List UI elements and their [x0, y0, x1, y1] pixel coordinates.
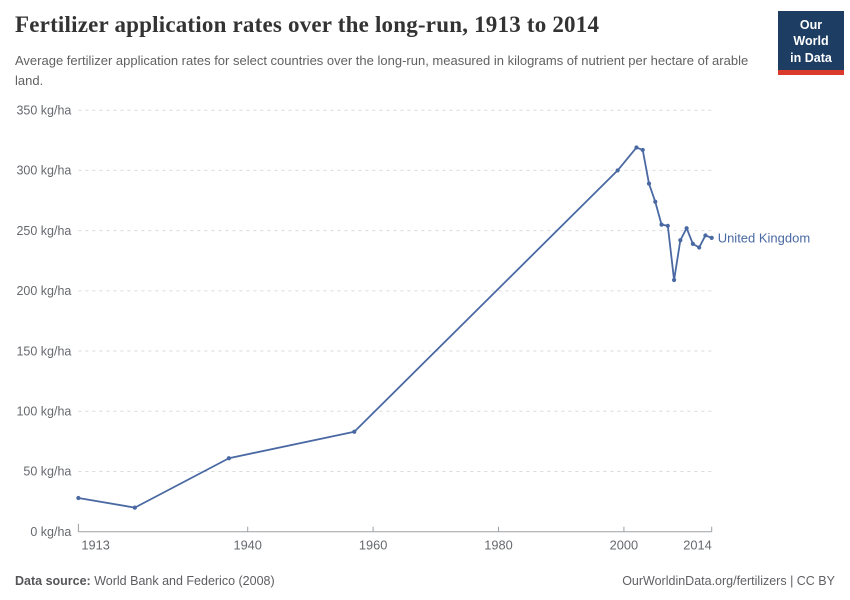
- data-point[interactable]: [646, 181, 652, 186]
- data-point[interactable]: [697, 245, 702, 250]
- y-axis-label: 250 kg/ha: [16, 224, 71, 238]
- data-point[interactable]: [653, 199, 658, 204]
- owid-logo-line2: in Data: [790, 50, 832, 65]
- data-source-note: Data source: World Bank and Federico (20…: [15, 574, 275, 588]
- owid-logo[interactable]: Our World in Data: [778, 11, 844, 75]
- data-point[interactable]: [690, 241, 695, 246]
- data-source-label: Data source:: [15, 574, 91, 588]
- y-axis-label: 150 kg/ha: [16, 344, 71, 358]
- y-axis-label: 200 kg/ha: [16, 284, 71, 298]
- y-axis-label: 100 kg/ha: [16, 404, 71, 418]
- x-axis-label: 2000: [610, 538, 638, 553]
- x-axis-label: 1980: [484, 538, 512, 553]
- data-point[interactable]: [634, 145, 639, 150]
- data-point[interactable]: [665, 223, 670, 228]
- data-point[interactable]: [352, 429, 357, 434]
- owid-logo-line1: Our World: [793, 18, 829, 49]
- x-axis-label: 1960: [359, 538, 387, 553]
- data-point[interactable]: [671, 277, 677, 283]
- data-point[interactable]: [615, 168, 620, 173]
- y-axis-label: 350 kg/ha: [16, 103, 71, 117]
- data-point[interactable]: [640, 147, 645, 153]
- x-axis-label: 1913: [81, 538, 109, 553]
- series-label-united-kingdom[interactable]: United Kingdom: [718, 230, 811, 245]
- x-axis-label: 2014: [683, 538, 711, 553]
- data-point[interactable]: [226, 456, 231, 461]
- y-axis-label: 300 kg/ha: [16, 164, 71, 178]
- chart-title: Fertilizer application rates over the lo…: [15, 12, 600, 37]
- data-point[interactable]: [132, 505, 137, 510]
- data-point[interactable]: [659, 222, 664, 227]
- y-axis-label: 0 kg/ha: [30, 525, 71, 539]
- data-point[interactable]: [76, 495, 81, 501]
- credit-link[interactable]: OurWorldinData.org/fertilizers | CC BY: [622, 574, 835, 588]
- data-point[interactable]: [684, 226, 689, 231]
- data-point[interactable]: [703, 233, 708, 238]
- y-axis-label: 50 kg/ha: [23, 465, 71, 479]
- data-point[interactable]: [709, 235, 714, 240]
- data-point[interactable]: [678, 238, 683, 243]
- series-line-united-kingdom[interactable]: [77, 146, 713, 509]
- data-source-value[interactable]: World Bank and Federico (2008): [94, 574, 275, 588]
- chart-subtitle: Average fertilizer application rates for…: [15, 53, 749, 89]
- x-axis-label: 1940: [233, 538, 261, 553]
